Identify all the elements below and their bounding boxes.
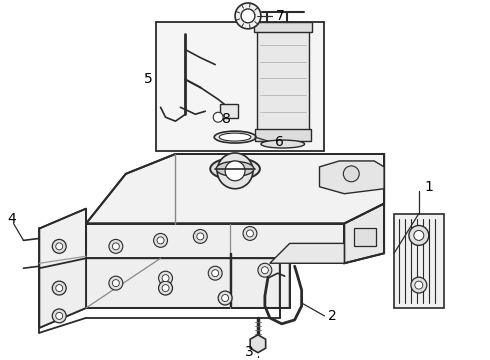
Ellipse shape [214, 131, 256, 143]
Circle shape [159, 281, 172, 295]
Circle shape [56, 243, 63, 250]
Circle shape [409, 225, 429, 246]
Circle shape [217, 153, 253, 189]
Ellipse shape [261, 140, 305, 148]
Circle shape [112, 280, 120, 287]
Circle shape [221, 294, 229, 301]
Ellipse shape [210, 158, 260, 180]
Polygon shape [39, 258, 280, 328]
Circle shape [235, 3, 261, 29]
Bar [354, 229, 376, 246]
Polygon shape [344, 154, 384, 263]
Circle shape [241, 9, 255, 23]
Polygon shape [250, 335, 266, 353]
Ellipse shape [216, 161, 254, 176]
Circle shape [162, 275, 169, 282]
Text: 8: 8 [221, 112, 231, 126]
Polygon shape [86, 224, 344, 308]
Polygon shape [270, 243, 344, 263]
Circle shape [52, 239, 66, 253]
Circle shape [414, 230, 424, 240]
Bar [257, 30, 309, 134]
Ellipse shape [219, 133, 251, 141]
Polygon shape [86, 154, 384, 224]
Circle shape [415, 281, 423, 289]
Circle shape [109, 276, 123, 290]
Text: 4: 4 [7, 212, 16, 226]
Text: 2: 2 [328, 309, 337, 323]
Bar [254, 22, 312, 32]
Circle shape [109, 239, 123, 253]
Circle shape [197, 233, 204, 240]
Circle shape [411, 277, 427, 293]
Circle shape [213, 112, 223, 122]
Bar [220, 104, 238, 118]
Circle shape [225, 161, 245, 181]
Circle shape [258, 263, 272, 277]
Text: 5: 5 [144, 72, 153, 86]
Circle shape [162, 285, 169, 292]
Circle shape [52, 281, 66, 295]
Circle shape [261, 267, 269, 274]
Polygon shape [319, 161, 384, 194]
Text: 3: 3 [245, 345, 254, 359]
Circle shape [194, 229, 207, 243]
Circle shape [153, 233, 168, 247]
Polygon shape [39, 208, 86, 328]
Circle shape [243, 226, 257, 240]
Circle shape [159, 271, 172, 285]
Circle shape [218, 291, 232, 305]
Bar [156, 22, 324, 151]
Bar [255, 129, 311, 141]
Text: 1: 1 [424, 180, 433, 194]
Bar [394, 213, 443, 308]
Circle shape [212, 270, 219, 276]
Circle shape [343, 166, 359, 182]
Circle shape [52, 309, 66, 323]
Text: 6: 6 [275, 135, 284, 149]
Circle shape [246, 230, 253, 237]
Circle shape [56, 285, 63, 292]
Circle shape [157, 237, 164, 244]
Circle shape [112, 243, 120, 250]
Circle shape [56, 312, 63, 319]
Text: 7: 7 [275, 9, 284, 23]
Circle shape [208, 266, 222, 280]
